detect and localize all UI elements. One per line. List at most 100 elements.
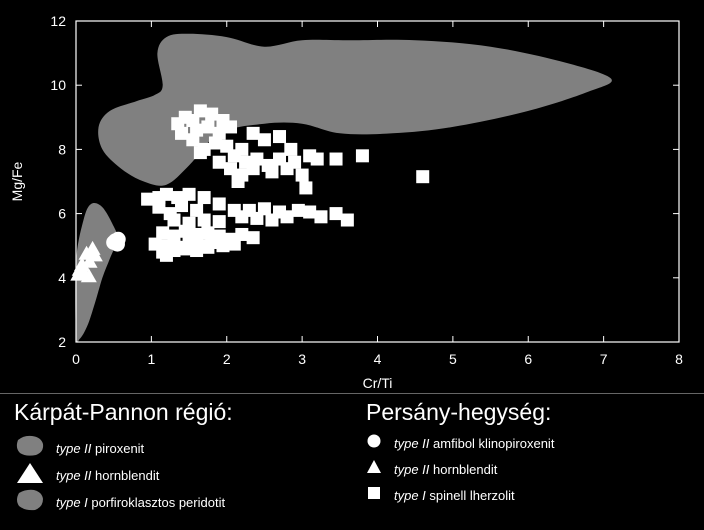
spinell-lherzolit-point bbox=[265, 165, 279, 179]
spinell-lherzolit-point bbox=[224, 120, 238, 134]
legend-item-hornblendit-right: type II hornblendit bbox=[364, 457, 497, 482]
legend-item-label: porfiroklasztos peridotit bbox=[87, 495, 226, 510]
spinell-lherzolit-point bbox=[182, 187, 196, 201]
spinell-lherzolit-point bbox=[175, 126, 189, 140]
x-tick-label: 1 bbox=[147, 351, 155, 367]
spinell-lherzolit-point bbox=[216, 239, 230, 253]
legend: Kárpát-Pannon régió: type II piroxenit t… bbox=[0, 393, 704, 530]
spinell-lherzolit-point bbox=[190, 244, 204, 258]
spinell-lherzolit-point bbox=[159, 187, 173, 201]
spinell-lherzolit-point bbox=[329, 207, 343, 221]
spinell-lherzolit-point bbox=[227, 237, 241, 251]
spinell-lherzolit-point bbox=[303, 205, 317, 219]
spinell-lherzolit-point bbox=[167, 213, 181, 227]
y-tick-label: 8 bbox=[58, 141, 66, 157]
legend-item-label: hornblendit bbox=[91, 468, 160, 483]
x-tick-label: 6 bbox=[524, 351, 532, 367]
spinell-lherzolit-point bbox=[141, 192, 155, 206]
hornblendit-point bbox=[84, 240, 101, 255]
legend-item-label: piroxenit bbox=[91, 441, 145, 456]
x-tick-label: 2 bbox=[223, 351, 231, 367]
legend-title-left: Kárpát-Pannon régió: bbox=[14, 399, 233, 425]
spinell-lherzolit-point bbox=[201, 120, 215, 134]
legend-item-piroxenit: type II piroxenit bbox=[14, 434, 144, 463]
y-tick-label: 4 bbox=[58, 270, 66, 286]
spinell-lherzolit-point bbox=[284, 142, 298, 156]
legend-karpat-pannon: Kárpát-Pannon régió: type II piroxenit t… bbox=[0, 394, 360, 530]
y-tick-label: 6 bbox=[58, 206, 66, 222]
spinell-lherzolit-point bbox=[291, 203, 305, 217]
spinell-lherzolit-point bbox=[212, 197, 226, 211]
spinell-lherzolit-point bbox=[340, 213, 354, 227]
legend-item-spinell: type I spinell lherzolit bbox=[364, 483, 515, 508]
y-axis-title: Mg/Fe bbox=[9, 161, 25, 201]
circle-icon bbox=[364, 431, 384, 456]
spinell-lherzolit-point bbox=[257, 133, 271, 147]
spinell-lherzolit-point bbox=[224, 162, 238, 176]
x-tick-label: 5 bbox=[449, 351, 457, 367]
piroxenit-field bbox=[75, 203, 118, 343]
triangle-icon bbox=[364, 457, 384, 482]
spinell-lherzolit-point bbox=[193, 104, 207, 118]
spinell-lherzolit-point bbox=[250, 211, 264, 225]
spinell-lherzolit-point bbox=[355, 149, 369, 163]
spinell-lherzolit-point bbox=[212, 215, 226, 229]
spinell-lherzolit-point bbox=[265, 213, 279, 227]
spinell-lherzolit-point bbox=[212, 155, 226, 169]
triangle-icon bbox=[14, 461, 46, 490]
spinell-lherzolit-point bbox=[201, 240, 215, 254]
spinell-lherzolit-point bbox=[235, 210, 249, 224]
x-tick-label: 4 bbox=[374, 351, 382, 367]
x-tick-label: 3 bbox=[298, 351, 306, 367]
x-tick-label: 7 bbox=[600, 351, 608, 367]
spinell-lherzolit-point bbox=[156, 226, 170, 240]
spinell-lherzolit-point bbox=[246, 126, 260, 140]
spinell-lherzolit-point bbox=[152, 200, 166, 214]
spinell-lherzolit-point bbox=[280, 162, 294, 176]
square-icon bbox=[364, 483, 384, 508]
x-tick-label: 8 bbox=[675, 351, 683, 367]
amfibol-klinopiroxenit-point bbox=[106, 234, 122, 250]
legend-type-label: type II bbox=[394, 436, 430, 451]
blob-icon bbox=[14, 488, 46, 517]
legend-item-amfibol: type II amfibol klinopiroxenit bbox=[364, 431, 554, 456]
spinell-lherzolit-point bbox=[186, 133, 200, 147]
y-tick-label: 2 bbox=[58, 334, 66, 350]
legend-item-label: amfibol klinopiroxenit bbox=[429, 436, 555, 451]
spinell-lherzolit-point bbox=[178, 224, 192, 238]
spinell-lherzolit-point bbox=[231, 175, 245, 188]
spinell-lherzolit-point bbox=[273, 130, 287, 144]
legend-item-hornblendit-left: type II hornblendit bbox=[14, 461, 159, 490]
y-tick-label: 10 bbox=[50, 77, 66, 93]
legend-type-label: type II bbox=[56, 468, 92, 483]
spinell-lherzolit-point bbox=[197, 191, 211, 205]
legend-type-label: type I bbox=[394, 488, 426, 503]
x-tick-label: 0 bbox=[72, 351, 80, 367]
hornblendit-point bbox=[80, 268, 97, 283]
legend-item-label: spinell lherzolit bbox=[425, 488, 515, 503]
spinell-lherzolit-point bbox=[175, 199, 189, 213]
peridotit-field bbox=[98, 33, 612, 186]
spinell-lherzolit-point bbox=[193, 146, 207, 160]
spinell-lherzolit-point bbox=[227, 149, 241, 163]
spinell-lherzolit-point bbox=[329, 152, 343, 166]
spinell-lherzolit-point bbox=[314, 210, 328, 224]
spinell-lherzolit-point bbox=[295, 168, 309, 182]
data-points bbox=[70, 104, 430, 283]
spinell-lherzolit-point bbox=[159, 248, 173, 262]
spinell-lherzolit-point bbox=[178, 242, 192, 256]
blob-icon bbox=[14, 434, 46, 463]
field-regions bbox=[75, 33, 612, 343]
spinell-lherzolit-point bbox=[197, 213, 211, 227]
spinell-lherzolit-point bbox=[299, 181, 313, 195]
legend-type-label: type I bbox=[56, 495, 88, 510]
spinell-lherzolit-point bbox=[416, 170, 430, 184]
legend-item-label: hornblendit bbox=[429, 462, 498, 477]
spinell-lherzolit-point bbox=[246, 231, 260, 245]
spinell-lherzolit-point bbox=[208, 136, 222, 150]
spinell-lherzolit-point bbox=[246, 162, 260, 176]
legend-item-peridotit: type I porfiroklasztos peridotit bbox=[14, 488, 225, 517]
legend-type-label: type II bbox=[394, 462, 430, 477]
